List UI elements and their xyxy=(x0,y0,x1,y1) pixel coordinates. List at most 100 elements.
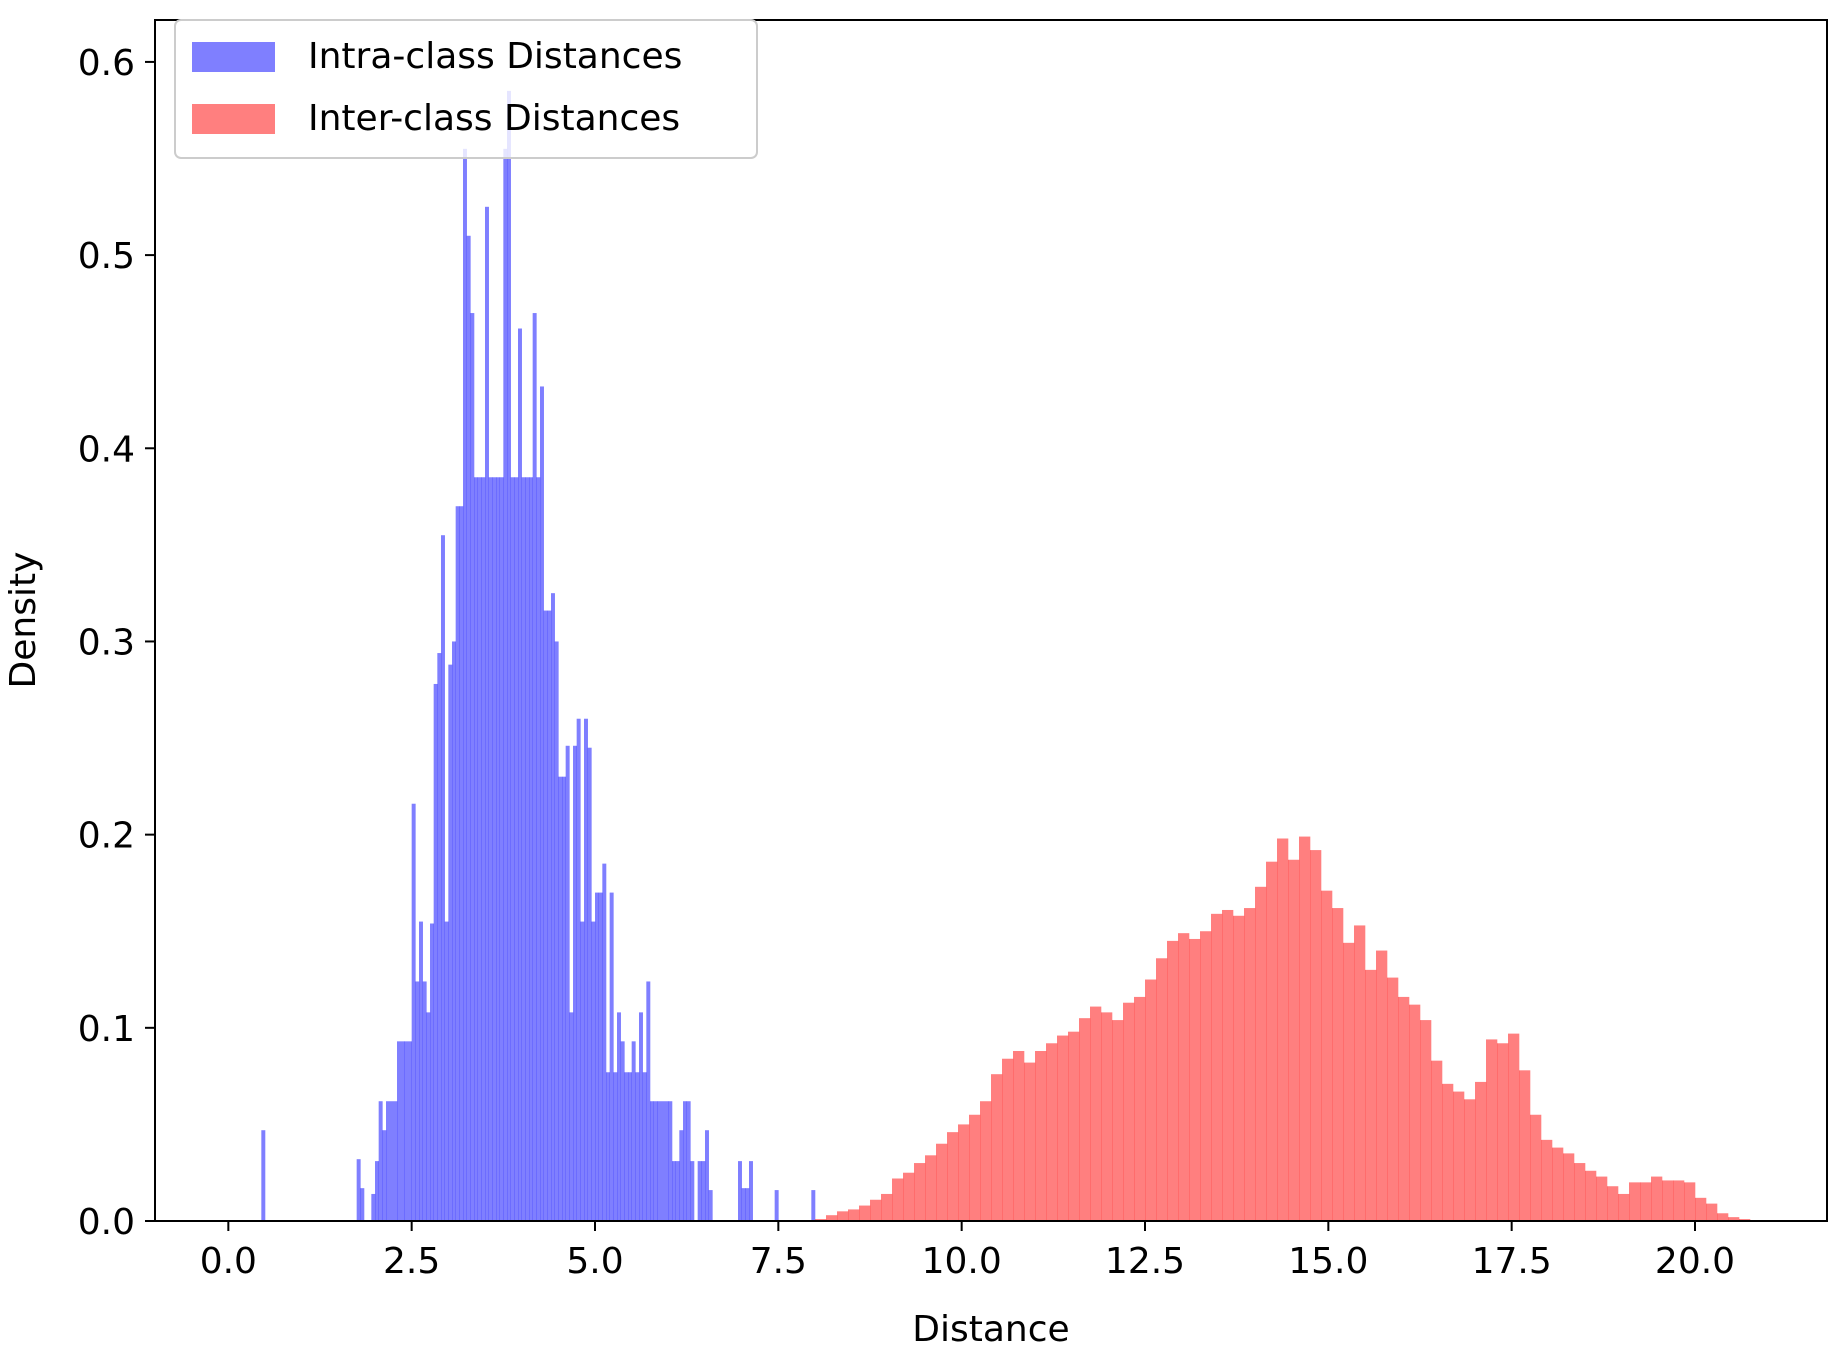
bar-intra-17 xyxy=(437,653,442,1221)
bar-intra-65 xyxy=(613,1072,618,1221)
bar-intra-30 xyxy=(485,206,489,1221)
bar-inter-83 xyxy=(1728,1217,1740,1221)
legend: Intra-class Distances Inter-class Distan… xyxy=(174,19,758,159)
bars-layer xyxy=(261,90,1751,1222)
bar-inter-44 xyxy=(1299,836,1311,1221)
bar-intra-2 xyxy=(360,1188,365,1221)
bar-intra-23 xyxy=(459,506,464,1222)
bar-inter-19 xyxy=(1024,1062,1036,1221)
bar-inter-36 xyxy=(1211,913,1223,1221)
bar-intra-55 xyxy=(576,718,581,1221)
bar-inter-33 xyxy=(1178,933,1190,1221)
bar-inter-73 xyxy=(1618,1193,1630,1221)
bar-inter-54 xyxy=(1409,1004,1421,1221)
bar-inter-62 xyxy=(1497,1043,1509,1221)
bar-inter-65 xyxy=(1530,1114,1542,1221)
bar-intra-51 xyxy=(562,776,566,1221)
bar-intra-88 xyxy=(708,1190,713,1221)
bar-intra-70 xyxy=(631,1041,636,1221)
bar-intra-60 xyxy=(595,892,599,1221)
bar-intra-81 xyxy=(679,1130,684,1221)
bar-intra-28 xyxy=(477,477,482,1221)
bar-inter-78 xyxy=(1673,1180,1685,1221)
bar-inter-71 xyxy=(1596,1176,1608,1221)
y-tick-label: 0.0 xyxy=(78,1202,135,1243)
y-tick-label: 0.4 xyxy=(78,429,135,470)
bar-inter-80 xyxy=(1695,1197,1707,1221)
bar-intra-18 xyxy=(441,535,445,1221)
bar-inter-41 xyxy=(1266,861,1278,1221)
bar-intra-24 xyxy=(463,148,467,1222)
bar-inter-15 xyxy=(980,1101,992,1221)
bar-inter-51 xyxy=(1376,950,1388,1221)
bar-intra-45 xyxy=(540,386,544,1222)
bar-intra-32 xyxy=(492,477,497,1221)
bar-intra-80 xyxy=(675,1161,680,1221)
bar-intra-43 xyxy=(532,313,537,1221)
bar-intra-93 xyxy=(774,1190,779,1221)
x-axis-label: Distance xyxy=(912,1309,1069,1350)
x-tick-label: 15.0 xyxy=(1288,1241,1368,1282)
bar-intra-22 xyxy=(455,506,460,1222)
bar-intra-58 xyxy=(587,747,592,1221)
bar-intra-86 xyxy=(701,1161,706,1221)
bar-intra-49 xyxy=(554,641,559,1221)
bar-intra-74 xyxy=(646,981,651,1221)
bar-inter-42 xyxy=(1277,838,1289,1221)
bar-inter-67 xyxy=(1552,1147,1564,1221)
bar-intra-85 xyxy=(697,1161,702,1221)
bar-inter-66 xyxy=(1541,1139,1553,1221)
x-tick-label: 10.0 xyxy=(922,1241,1002,1282)
bar-intra-10 xyxy=(411,803,416,1221)
bar-intra-26 xyxy=(470,313,475,1221)
bar-intra-57 xyxy=(584,718,588,1221)
bar-intra-90 xyxy=(741,1188,746,1221)
bar-intra-16 xyxy=(433,683,438,1221)
bar-intra-53 xyxy=(569,1012,574,1221)
bar-inter-58 xyxy=(1453,1091,1465,1221)
bar-intra-38 xyxy=(514,477,519,1221)
bar-intra-83 xyxy=(686,1101,691,1221)
bar-inter-57 xyxy=(1442,1083,1454,1221)
bar-inter-52 xyxy=(1387,977,1399,1221)
bar-inter-13 xyxy=(958,1124,970,1221)
x-tick-label: 0.0 xyxy=(200,1241,257,1282)
x-ticks: 0.0 2.5 5.0 7.5 10.0 12.5 15.0 17.5 20.0 xyxy=(200,1221,1735,1282)
bar-inter-69 xyxy=(1574,1163,1586,1221)
bar-inter-68 xyxy=(1563,1153,1575,1221)
bar-inter-23 xyxy=(1068,1031,1080,1221)
x-tick-label: 2.5 xyxy=(383,1241,440,1282)
bar-inter-56 xyxy=(1431,1060,1443,1221)
bar-inter-49 xyxy=(1354,925,1366,1221)
x-tick-label: 20.0 xyxy=(1655,1241,1735,1282)
bar-intra-50 xyxy=(558,776,563,1221)
y-axis-label: Density xyxy=(3,552,44,689)
bar-inter-50 xyxy=(1365,969,1377,1221)
bar-inter-40 xyxy=(1255,886,1267,1221)
bar-intra-35 xyxy=(503,148,508,1222)
bar-inter-27 xyxy=(1112,1020,1124,1221)
bar-intra-78 xyxy=(668,1101,673,1221)
bar-intra-34 xyxy=(499,477,504,1221)
bar-inter-31 xyxy=(1156,958,1168,1221)
bar-intra-48 xyxy=(551,593,555,1221)
bar-inter-74 xyxy=(1629,1182,1641,1221)
bar-intra-77 xyxy=(657,1101,669,1221)
bar-intra-27 xyxy=(474,477,478,1221)
y-tick-label: 0.3 xyxy=(78,622,135,663)
bar-intra-67 xyxy=(620,1041,625,1221)
bar-intra-63 xyxy=(606,1072,610,1221)
bar-inter-8 xyxy=(903,1172,915,1221)
bar-intra-91 xyxy=(745,1188,750,1221)
bar-intra-25 xyxy=(466,235,471,1221)
bar-intra-71 xyxy=(635,1072,640,1221)
legend-label-inter: Inter-class Distances xyxy=(308,98,680,139)
bar-intra-21 xyxy=(452,641,456,1221)
bar-inter-82 xyxy=(1717,1213,1729,1221)
legend-frame xyxy=(174,19,758,159)
bar-inter-25 xyxy=(1090,1006,1102,1221)
bar-inter-45 xyxy=(1310,850,1322,1221)
bar-intra-6 xyxy=(382,1130,387,1221)
bar-intra-87 xyxy=(705,1130,709,1221)
